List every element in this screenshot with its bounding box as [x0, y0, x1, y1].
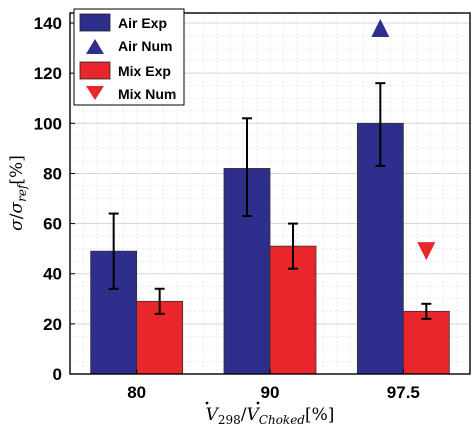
- legend-swatch-mix-num: [86, 86, 104, 100]
- legend: Air Exp Air Num Mix Exp Mix Num: [73, 8, 185, 106]
- y-axis-label: σ/σref[%]: [7, 155, 29, 231]
- y-tick-label-0: 0: [53, 365, 62, 384]
- x-tick-labels: 80 90 97.5: [127, 369, 420, 402]
- error-bar-air-exp-97.5: [375, 82, 386, 167]
- y-tick-label-60: 60: [43, 215, 62, 234]
- y-tick-label-80: 80: [43, 164, 62, 183]
- y-tick-labels: 0 20 40 60 80 100 120 140: [34, 14, 75, 384]
- legend-label-mix-num: Mix Num: [118, 86, 176, 102]
- y-tick-label-120: 120: [34, 64, 62, 83]
- legend-swatch-mix-exp: [79, 61, 111, 80]
- legend-label-air-num: Air Num: [118, 38, 172, 54]
- marker-mix-num-97.5: [417, 242, 436, 261]
- legend-swatch-air-exp: [79, 13, 111, 32]
- x-tick-label-90: 90: [261, 383, 280, 402]
- error-bar-air-exp-80: [108, 212, 119, 290]
- bar-mix-exp-97.5: [402, 310, 450, 375]
- y-tick-label-140: 140: [34, 14, 62, 33]
- x-label-dot-2: [256, 401, 260, 405]
- markers: [371, 19, 436, 261]
- x-tick-label-97.5: 97.5: [387, 383, 420, 402]
- legend-label-mix-exp: Mix Exp: [118, 63, 171, 79]
- error-bar-mix-exp-80: [154, 287, 165, 315]
- x-axis-label: V298/VChoked[%]: [206, 405, 335, 427]
- marker-air-num-97.5: [371, 19, 390, 38]
- y-tick-label-100: 100: [34, 114, 62, 133]
- x-tick-label-80: 80: [127, 383, 146, 402]
- y-tick-label-40: 40: [43, 265, 62, 284]
- legend-swatch-air-num: [86, 39, 104, 54]
- y-tick-label-20: 20: [43, 315, 62, 334]
- error-bar-mix-exp-90: [288, 222, 298, 270]
- error-bar-mix-exp-97.5: [421, 302, 432, 320]
- x-label-dot-1: [205, 401, 209, 405]
- error-bars: [108, 82, 432, 320]
- error-bar-air-exp-90: [242, 117, 252, 218]
- legend-label-air-exp: Air Exp: [118, 15, 167, 31]
